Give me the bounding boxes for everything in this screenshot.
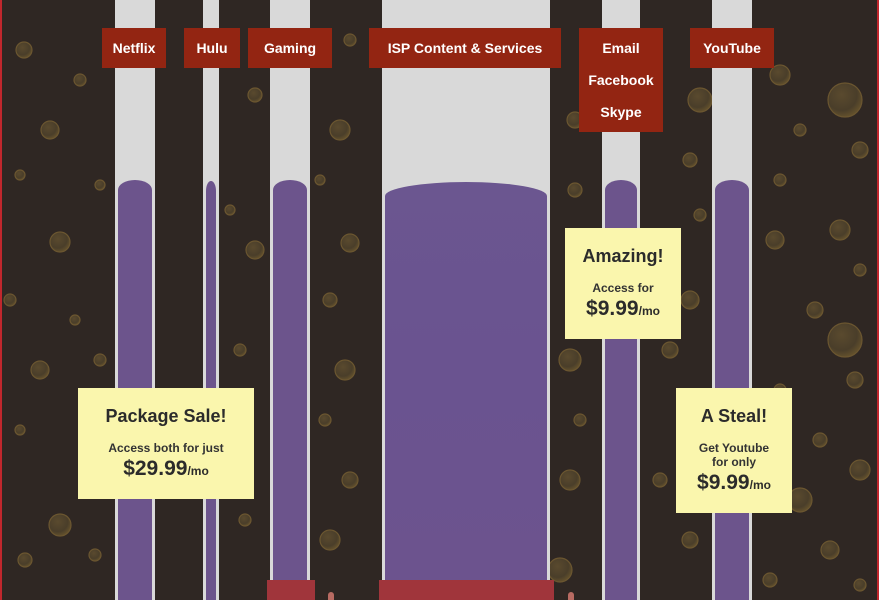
steal-text-2: for only — [712, 455, 756, 469]
skype-label-text: Skype — [600, 104, 642, 120]
isp-tube — [382, 0, 550, 600]
amazing-price: $9.99/mo — [565, 297, 681, 321]
email-facebook-skype-label[interactable]: Email Facebook Skype — [579, 28, 663, 132]
amazing-text: Access for — [592, 281, 654, 295]
package-sale-text: Access both for just — [108, 441, 224, 455]
steal-text-1: Get Youtube — [698, 441, 770, 455]
youtube-label[interactable]: YouTube — [690, 28, 774, 68]
netflix-label[interactable]: Netflix — [102, 28, 166, 68]
hulu-label-text: Hulu — [196, 40, 228, 56]
steal-price-unit: /mo — [749, 478, 771, 492]
netflix-tube — [115, 0, 155, 600]
package-sale-price-unit: /mo — [187, 464, 209, 478]
youtube-label-text: YouTube — [703, 40, 761, 56]
peg-left — [328, 592, 334, 600]
email-label-text: Email — [602, 40, 640, 56]
steal-price-value: $9.99 — [697, 471, 750, 494]
package-sale-price-value: $29.99 — [123, 457, 188, 480]
gaming-label[interactable]: Gaming — [248, 28, 332, 68]
steal-price: $9.99/mo — [676, 471, 792, 495]
gaming-liquid — [273, 180, 307, 600]
netflix-label-text: Netflix — [112, 40, 156, 56]
isp-base — [379, 580, 554, 600]
isp-label-text: ISP Content & Services — [387, 40, 543, 56]
package-sale-card[interactable]: Package Sale! Access both for just $29.9… — [78, 388, 254, 499]
hulu-tube — [203, 0, 219, 600]
gaming-base — [267, 580, 315, 600]
gaming-tube — [270, 0, 310, 600]
amazing-title: Amazing! — [582, 246, 664, 266]
amazing-card[interactable]: Amazing! Access for $9.99/mo — [565, 228, 681, 339]
hulu-label[interactable]: Hulu — [184, 28, 240, 68]
package-sale-title: Package Sale! — [105, 406, 227, 426]
package-sale-price: $29.99/mo — [78, 457, 254, 481]
steal-title: A Steal! — [700, 406, 768, 426]
isp-liquid — [385, 182, 547, 600]
gaming-label-text: Gaming — [263, 40, 317, 56]
amazing-price-value: $9.99 — [586, 297, 639, 320]
steal-card[interactable]: A Steal! Get Youtube for only $9.99/mo — [676, 388, 792, 513]
isp-label[interactable]: ISP Content & Services — [369, 28, 561, 68]
peg-right — [568, 592, 574, 600]
facebook-label-text: Facebook — [588, 72, 654, 88]
amazing-price-unit: /mo — [638, 304, 660, 318]
